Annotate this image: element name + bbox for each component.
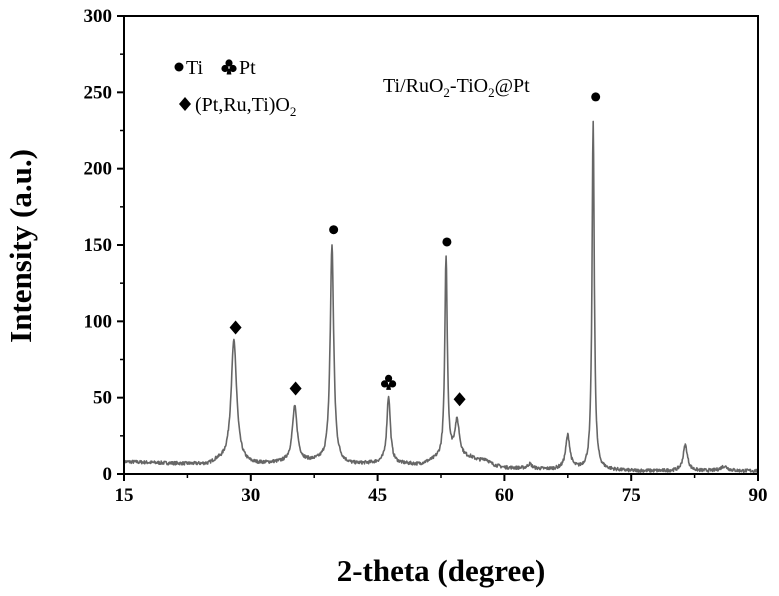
x-tick-label: 90 <box>749 485 768 506</box>
y-tick-label: 100 <box>84 311 113 332</box>
ti-peak-marker <box>442 237 451 246</box>
x-axis-title: 2-theta (degree) <box>337 553 546 588</box>
x-tick-label: 75 <box>622 485 641 506</box>
x-tick-label: 15 <box>115 485 134 506</box>
ti-peak-marker <box>591 92 600 101</box>
oxide-peak-marker <box>290 382 302 396</box>
xrd-pattern-line <box>124 121 758 472</box>
legend-pt-label: Pt <box>239 57 256 79</box>
y-tick-label: 50 <box>93 388 112 409</box>
sample-annotation: Ti/RuO2-TiO2@Pt <box>383 75 530 100</box>
oxide-peak-marker <box>454 392 466 406</box>
y-tick-label: 250 <box>84 82 113 103</box>
legend-oxide-diamond-icon <box>179 97 191 111</box>
y-tick-label: 0 <box>103 464 113 485</box>
y-tick-label: 200 <box>84 159 113 180</box>
peak-markers <box>230 92 601 406</box>
y-axis-title: Intensity (a.u.) <box>3 149 38 343</box>
ti-peak-marker <box>329 225 338 234</box>
legend-pt-club-icon <box>221 59 236 74</box>
x-tick-label: 60 <box>495 485 514 506</box>
x-tick-label: 30 <box>241 485 260 506</box>
legend-ti-circle-icon <box>175 63 184 72</box>
y-tick-label: 300 <box>84 6 113 27</box>
oxide-peak-marker <box>230 320 242 334</box>
pt-peak-marker <box>381 375 396 390</box>
xrd-chart: 15 30 45 60 75 90 0 50 100 150 200 250 300 2-theta (… <box>0 0 779 596</box>
y-tick-label: 150 <box>84 235 113 256</box>
x-tick-label: 45 <box>368 485 387 506</box>
legend: Ti Pt (Pt,Ru,Ti)O2 <box>175 57 297 119</box>
legend-ti-label: Ti <box>186 57 204 79</box>
legend-oxide-label: (Pt,Ru,Ti)O2 <box>195 94 296 119</box>
